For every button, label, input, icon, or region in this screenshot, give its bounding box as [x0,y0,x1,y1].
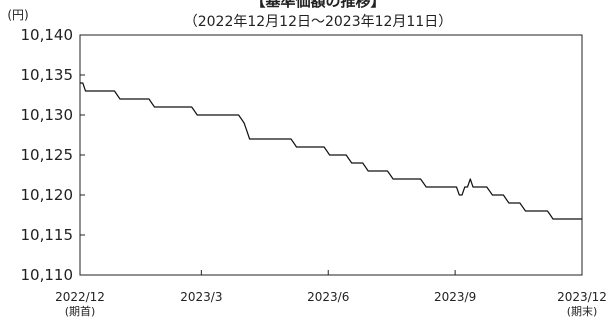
series-line [80,82,582,220]
series-group [80,82,582,220]
x-tick-label: 2022/12 [55,290,105,304]
x-tick-label: 2023/12 [557,290,607,304]
chart-subtitle: （2022年12月12日～2023年12月11日） [184,14,453,30]
y-tick-label: 10,110 [21,266,74,284]
y-tick-label: 10,125 [21,146,74,164]
x-tick-label: 2023/9 [434,290,476,304]
y-tick-label: 10,130 [21,106,74,124]
x-tick-label: 2023/3 [180,290,222,304]
y-tick-label: 10,115 [21,226,74,244]
x-tick-label: 2023/6 [307,290,349,304]
y-tick-label: 10,140 [21,26,74,44]
x-tick-sublabel: (期首) [65,304,96,318]
y-axis-unit-label: (円) [7,8,28,22]
y-tick-label: 10,135 [21,66,74,84]
x-axis: 2022/12(期首) 2023/3 2023/6 2023/9 2023/12(期末) [55,270,607,318]
chart-title: 【基準価額の推移】 [250,0,385,10]
y-tick-label: 10,120 [21,186,74,204]
x-tick-sublabel: (期末) [567,304,598,318]
y-axis: 10,110 10,115 10,120 10,125 10,130 10,135 10,1… [21,26,85,284]
